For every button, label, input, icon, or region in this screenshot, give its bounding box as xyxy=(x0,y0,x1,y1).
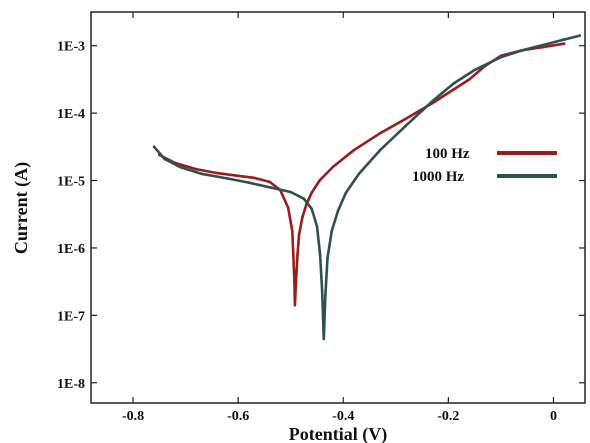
data-point xyxy=(352,148,356,152)
data-point xyxy=(194,167,198,171)
series-line-0 xyxy=(158,42,566,307)
legend: 100 Hz 1000 Hz xyxy=(412,146,557,185)
data-point xyxy=(378,132,382,135)
data-point xyxy=(252,176,256,180)
data-point xyxy=(292,253,295,256)
data-point xyxy=(302,197,306,200)
data-point xyxy=(520,49,524,52)
data-point xyxy=(226,177,229,180)
data-point xyxy=(578,34,581,37)
y-tick-label: 1E-5 xyxy=(57,175,85,190)
data-point xyxy=(215,171,219,175)
legend-label-100hz: 100 Hz xyxy=(425,146,470,162)
x-tick-label: -0.2 xyxy=(437,409,459,424)
data-point xyxy=(452,82,455,85)
data-point xyxy=(289,190,293,194)
x-tick-label: -0.4 xyxy=(332,409,354,424)
data-point xyxy=(318,179,321,182)
data-point xyxy=(452,88,455,91)
data-point xyxy=(152,145,156,149)
data-point xyxy=(179,165,182,169)
data-point xyxy=(296,253,299,256)
data-point xyxy=(405,124,408,127)
data-point xyxy=(541,43,545,47)
y-tick-label: 1E-4 xyxy=(57,107,85,122)
data-point xyxy=(247,181,250,184)
data-point xyxy=(562,42,566,45)
data-point xyxy=(200,172,203,176)
data-point xyxy=(315,225,319,228)
data-point xyxy=(310,191,314,194)
y-tick-label: 1E-6 xyxy=(57,242,85,257)
data-point xyxy=(163,157,166,161)
data-point xyxy=(310,207,314,211)
data-point xyxy=(468,78,471,81)
y-tick-label: 1E-3 xyxy=(57,40,85,55)
x-axis-title: Potential (V) xyxy=(289,424,387,443)
data-point xyxy=(473,68,476,72)
series-line-1 xyxy=(152,34,582,341)
data-point xyxy=(326,256,329,260)
data-point xyxy=(331,165,335,169)
data-point xyxy=(318,253,322,256)
plot-frame xyxy=(90,11,586,404)
data-point xyxy=(293,303,297,307)
y-tick-label: 1E-8 xyxy=(57,377,85,392)
data-point xyxy=(297,233,301,236)
y-tick-label: 1E-7 xyxy=(57,309,85,324)
data-point xyxy=(301,216,304,219)
data-point xyxy=(268,180,272,184)
data-point xyxy=(286,206,290,209)
data-point xyxy=(330,229,334,233)
data-point xyxy=(562,38,566,41)
data-point xyxy=(324,293,327,297)
ticks-layer: -0.8 -0.6 -0.4 -0.2 0 1E-8 1E-7 1E-6 1E-5 1E-4 1E-… xyxy=(57,12,585,424)
data-point xyxy=(294,280,298,284)
data-point xyxy=(499,55,503,59)
data-point xyxy=(322,337,326,341)
data-point xyxy=(236,174,240,178)
legend-label-1000hz: 1000 Hz xyxy=(412,169,464,185)
data-point xyxy=(336,209,340,213)
x-tick-label: 0 xyxy=(550,409,557,424)
data-point xyxy=(344,191,348,194)
data-point xyxy=(431,99,434,103)
series-layer xyxy=(152,34,582,341)
x-tick-label: -0.8 xyxy=(122,409,144,424)
data-point xyxy=(268,186,272,189)
x-tick-label: -0.6 xyxy=(227,409,249,424)
data-point xyxy=(357,172,361,176)
y-axis-title: Current (A) xyxy=(11,162,32,254)
data-point xyxy=(320,290,324,294)
data-point xyxy=(405,117,408,120)
data-point xyxy=(291,229,294,233)
data-point xyxy=(378,148,382,152)
